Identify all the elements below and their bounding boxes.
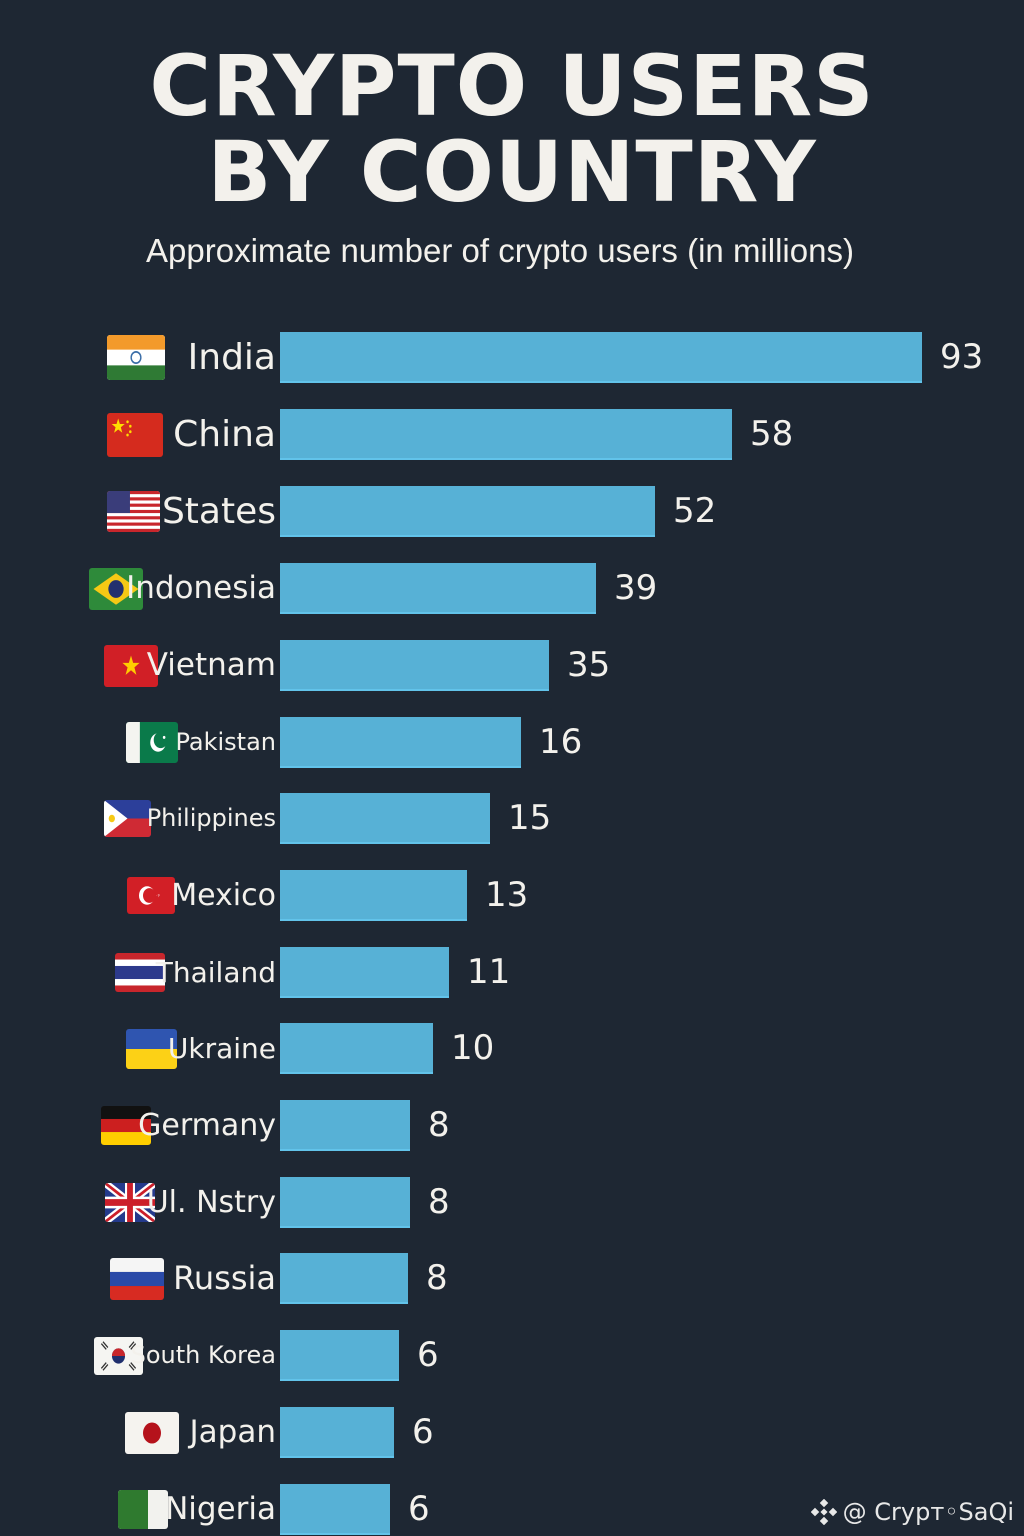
value-label: 35 bbox=[567, 645, 611, 685]
value-label: 8 bbox=[426, 1258, 448, 1298]
country-label: Indonesia bbox=[126, 570, 276, 606]
chart-subtitle: Approximate number of crypto users (in m… bbox=[146, 232, 854, 269]
bar bbox=[280, 563, 596, 614]
table-row: Ukraine 10 bbox=[0, 1023, 1024, 1074]
brazil-flag-icon bbox=[89, 568, 143, 610]
binance-logo-icon bbox=[810, 1499, 837, 1525]
russia-flag-icon bbox=[110, 1258, 164, 1300]
bar bbox=[280, 1253, 408, 1304]
nigeria-flag-icon bbox=[118, 1490, 168, 1529]
bar bbox=[280, 1330, 399, 1381]
turkey-flag-icon bbox=[127, 877, 175, 914]
bar bbox=[280, 947, 449, 998]
value-label: 39 bbox=[614, 568, 658, 608]
table-row: Ul. Nstry 8 bbox=[0, 1177, 1024, 1228]
value-label: 6 bbox=[417, 1335, 439, 1375]
watermark-text: @ Crypт◦SaQi bbox=[842, 1498, 1014, 1526]
value-label: 93 bbox=[940, 337, 984, 377]
value-label: 13 bbox=[485, 875, 529, 915]
table-row: Vietnam 35 bbox=[0, 640, 1024, 691]
value-label: 8 bbox=[428, 1105, 450, 1145]
thailand-flag-icon bbox=[115, 953, 165, 992]
table-row: Pakistan 16 bbox=[0, 717, 1024, 768]
table-row: Indonesia 39 bbox=[0, 563, 1024, 614]
value-label: 10 bbox=[451, 1028, 495, 1068]
bar bbox=[280, 409, 732, 460]
country-label: Nigeria bbox=[165, 1491, 276, 1527]
value-label: 8 bbox=[428, 1182, 450, 1222]
watermark: @ Crypт◦SaQi bbox=[810, 1498, 1014, 1526]
value-label: 15 bbox=[508, 798, 552, 838]
value-label: 11 bbox=[467, 952, 511, 992]
value-label: 16 bbox=[539, 722, 583, 762]
table-row: Thailand 11 bbox=[0, 947, 1024, 998]
japan-flag-icon bbox=[125, 1412, 179, 1454]
value-label: 6 bbox=[412, 1412, 434, 1452]
bar bbox=[280, 1484, 390, 1535]
country-label: Philippines bbox=[146, 804, 276, 832]
bar bbox=[280, 1100, 410, 1151]
bar bbox=[280, 717, 521, 768]
table-row: Japan 6 bbox=[0, 1407, 1024, 1458]
table-row: Mexico 13 bbox=[0, 870, 1024, 921]
country-label: Mexico bbox=[171, 878, 276, 913]
table-row: States 52 bbox=[0, 486, 1024, 537]
usa-flag-icon bbox=[107, 491, 160, 532]
germany-flag-icon bbox=[101, 1106, 151, 1145]
table-row: Russia 8 bbox=[0, 1253, 1024, 1304]
country-label: South Korea bbox=[130, 1341, 276, 1369]
country-label: Thailand bbox=[155, 956, 276, 989]
table-row: China 58 bbox=[0, 409, 1024, 460]
philippines-flag-icon bbox=[104, 800, 151, 837]
table-row: Philippines 15 bbox=[0, 793, 1024, 844]
china-flag-icon bbox=[107, 413, 163, 457]
table-row: Germany 8 bbox=[0, 1100, 1024, 1151]
value-label: 58 bbox=[750, 414, 794, 454]
country-label: Vietnam bbox=[146, 647, 276, 683]
table-row: Nigeria 6 bbox=[0, 1484, 1024, 1535]
country-label: China bbox=[173, 414, 276, 455]
ukraine-flag-icon bbox=[126, 1029, 177, 1069]
country-label: States bbox=[161, 491, 276, 532]
country-label: Ul. Nstry bbox=[146, 1185, 276, 1220]
country-label: Ukraine bbox=[167, 1032, 276, 1065]
country-label: Pakistan bbox=[175, 728, 277, 756]
pakistan-flag-icon bbox=[126, 722, 178, 763]
bar bbox=[280, 486, 655, 537]
value-label: 6 bbox=[408, 1489, 430, 1529]
value-label: 52 bbox=[673, 491, 717, 531]
table-row: South Korea 6 bbox=[0, 1330, 1024, 1381]
table-row: India 93 bbox=[0, 332, 1024, 383]
country-label: Japan bbox=[189, 1414, 276, 1450]
country-label: Russia bbox=[173, 1259, 276, 1297]
south-korea-flag-icon bbox=[94, 1337, 143, 1375]
chart-title-line1: CRYPTO USERS bbox=[149, 37, 875, 135]
country-label: India bbox=[187, 337, 276, 378]
vietnam-flag-icon bbox=[104, 645, 158, 687]
bar bbox=[280, 793, 490, 844]
bar bbox=[280, 1023, 433, 1074]
bar bbox=[280, 870, 467, 921]
india-flag-icon bbox=[107, 335, 165, 380]
bar bbox=[280, 1407, 394, 1458]
chart-title-line2: BY COUNTRY bbox=[207, 123, 817, 221]
bar bbox=[280, 640, 549, 691]
bar bbox=[280, 1177, 410, 1228]
country-label: Germany bbox=[138, 1108, 276, 1143]
bar bbox=[280, 332, 922, 383]
uk-flag-icon bbox=[105, 1183, 155, 1222]
